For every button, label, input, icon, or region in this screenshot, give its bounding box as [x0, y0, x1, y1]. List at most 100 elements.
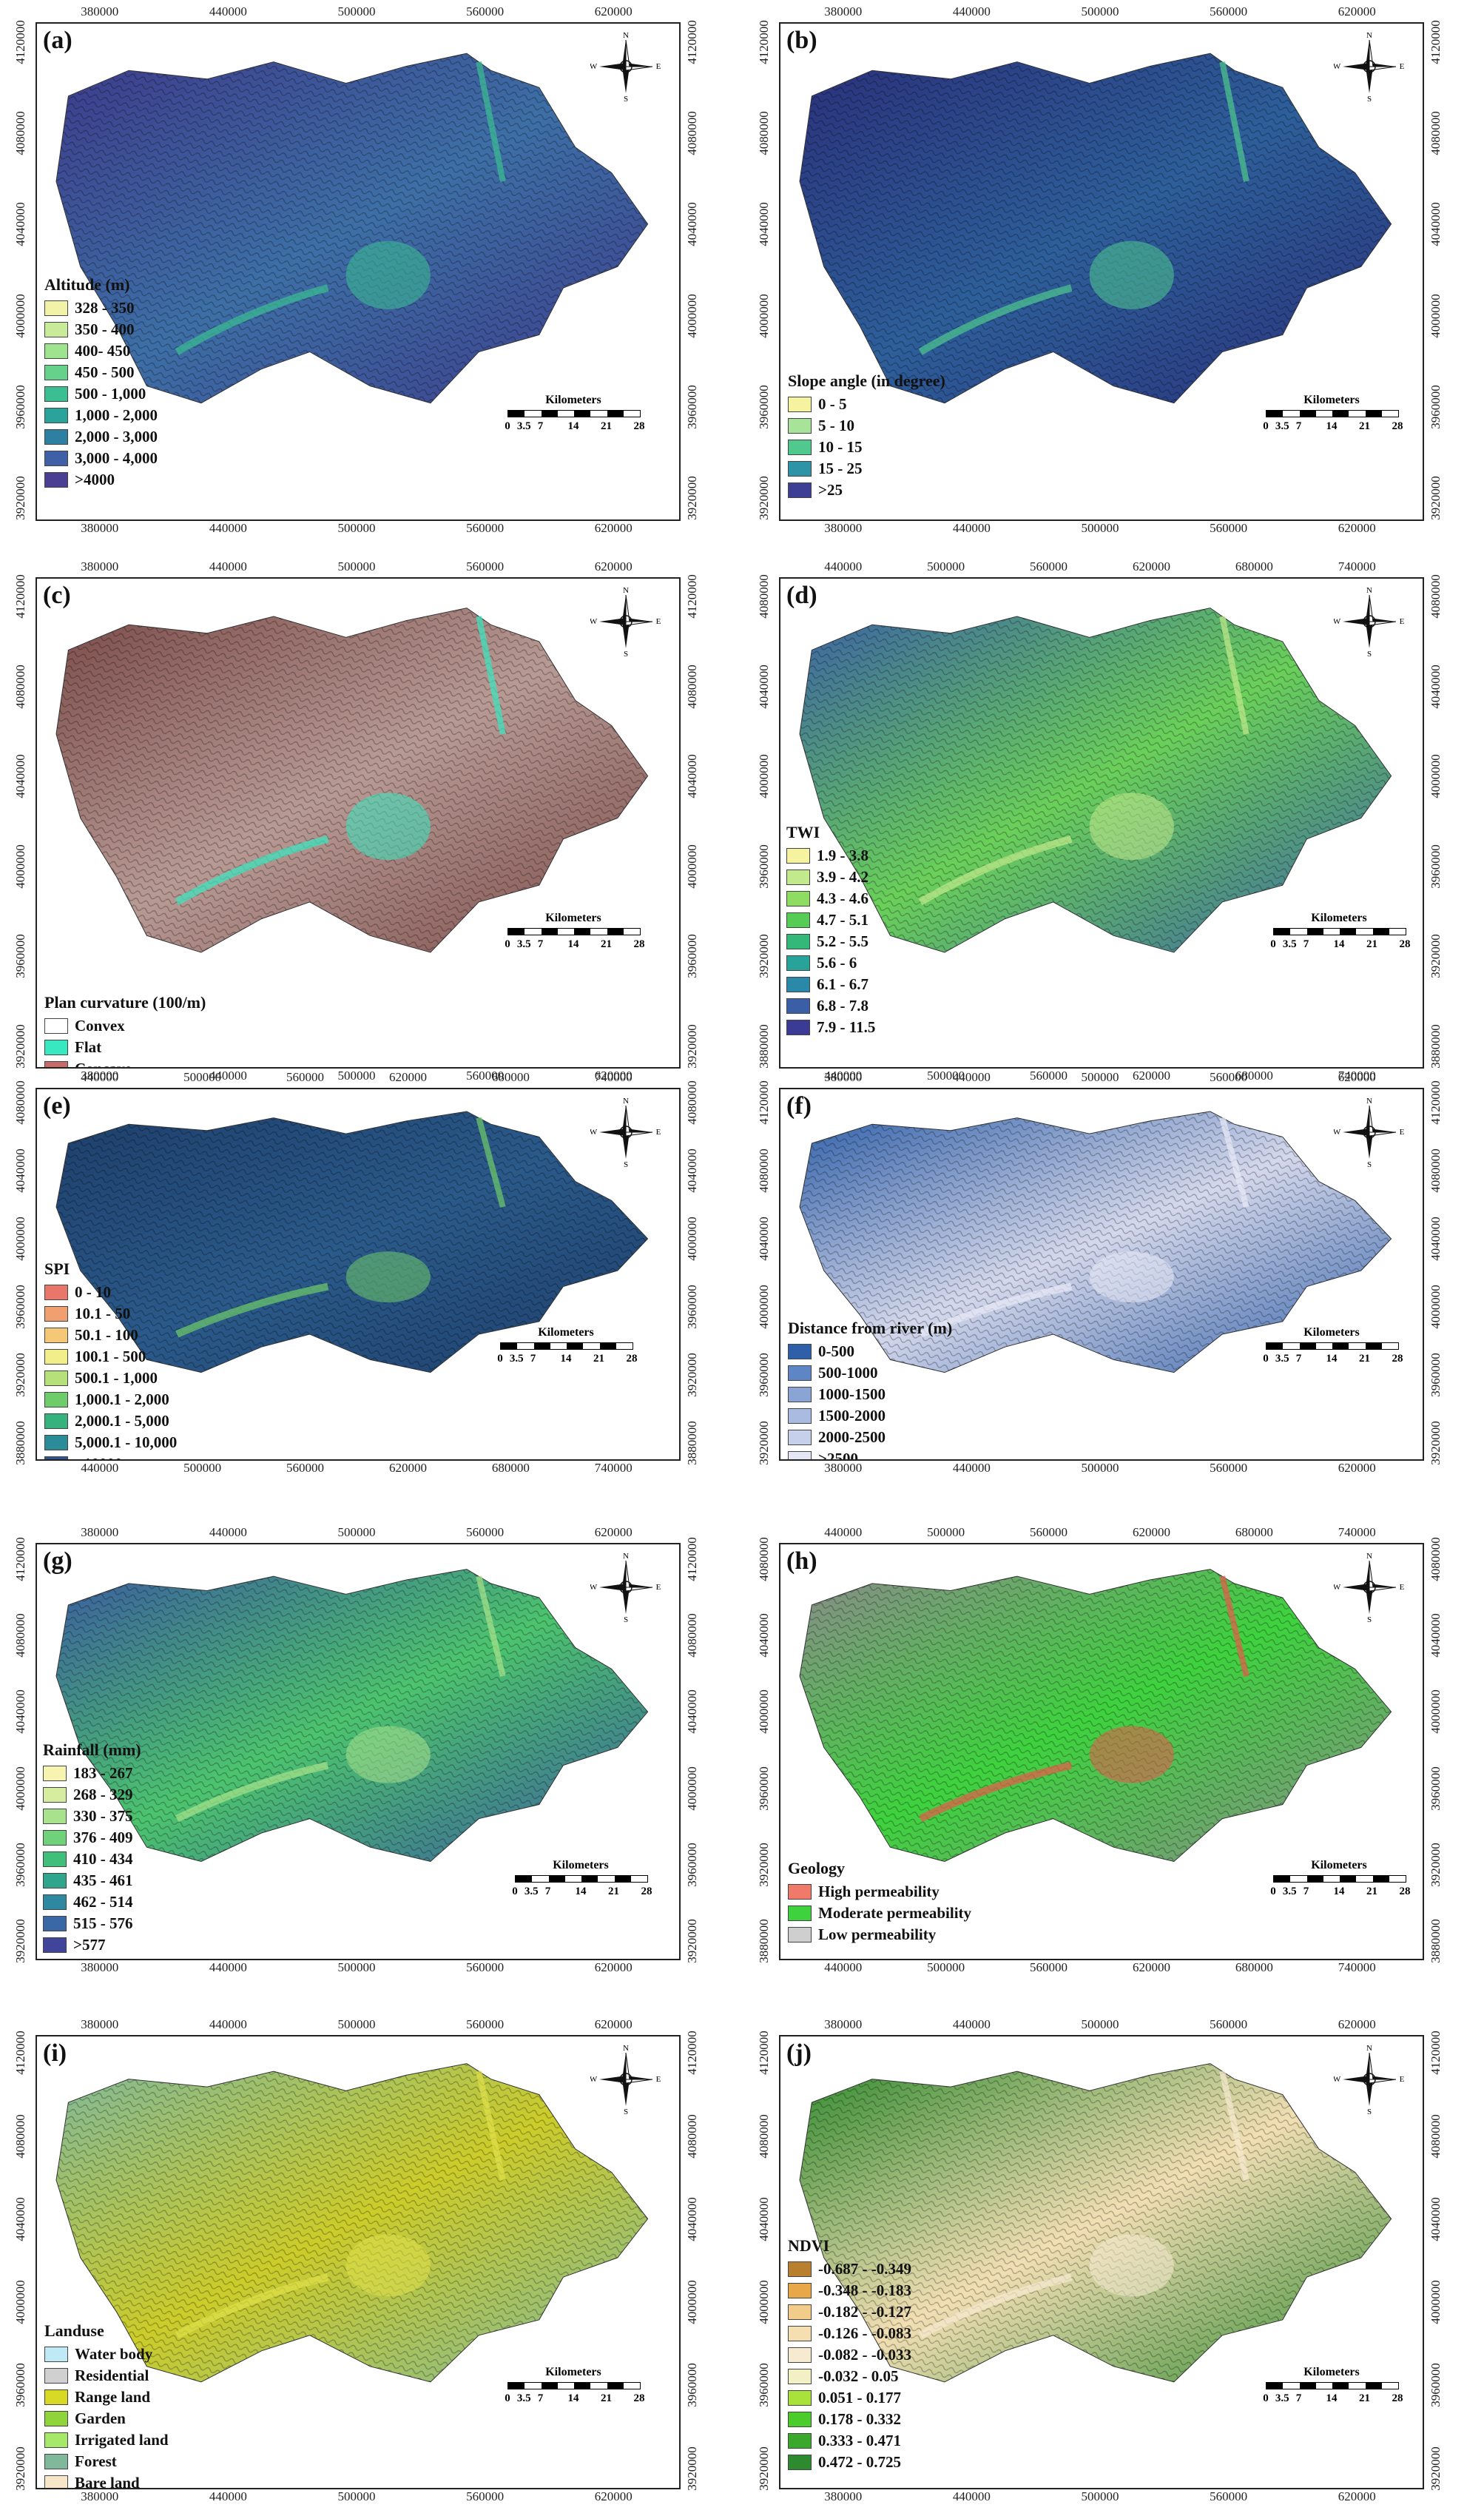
valley-band	[175, 2273, 329, 2339]
x-tick-label-top: 560000	[466, 2017, 505, 2031]
legend-item: Flat	[44, 1037, 206, 1058]
legend-swatch	[44, 386, 68, 402]
scale-bar-title: Kilometers	[1303, 1326, 1360, 1339]
compass-n: N	[623, 1552, 629, 1561]
x-tick-label-bottom: 620000	[1132, 1069, 1170, 1083]
scale-tick-label: 7	[1295, 2392, 1302, 2404]
x-tick-label-top: 500000	[1081, 4, 1119, 18]
y-tick-label-left: 4120000	[13, 2031, 27, 2076]
y-tick-label-right: 3880000	[685, 1421, 699, 1465]
legend-title: SPI	[44, 1259, 70, 1278]
scale-tick-label: 7	[537, 420, 544, 432]
legend-item: >10000	[44, 1453, 177, 1459]
legend-item: -0.126 - -0.083	[788, 2323, 911, 2344]
legend-item-label: 2,000 - 3,000	[75, 428, 158, 445]
compass-w: W	[1334, 62, 1341, 71]
scale-segment	[590, 2383, 607, 2389]
legend-item-label: 1,000.1 - 2,000	[75, 1390, 169, 1408]
y-tick-label-right: 4040000	[685, 754, 699, 799]
y-tick-label-right: 3960000	[1429, 1766, 1443, 1811]
scale-bar-title: Kilometers	[545, 394, 601, 406]
y-tick-label-left: 4040000	[757, 665, 771, 709]
legend-item: 6.8 - 7.8	[786, 995, 875, 1017]
terrain-shading	[56, 1569, 648, 1862]
y-tick-label-right: 4040000	[1429, 1613, 1443, 1658]
scale-tick-label: 7	[544, 1886, 551, 1897]
y-tick-label-right: 4000000	[685, 293, 699, 338]
terrain-shading	[800, 1111, 1392, 1373]
legend-swatch	[786, 891, 810, 906]
y-tick-label-right: 4080000	[685, 1080, 699, 1125]
scale-segment	[557, 411, 574, 417]
legend-swatch	[44, 343, 68, 359]
map-legend: Plan curvature (100/m) Convex Flat Concave	[44, 993, 206, 1067]
legend-item-label: 5.2 - 5.5	[817, 932, 869, 950]
scale-tick-label: 3.5	[1275, 1353, 1289, 1365]
y-tick-label-left: 4120000	[13, 574, 27, 619]
map-frame: (h) N S E W Geology High permeability Moderate …	[779, 1543, 1424, 1960]
legend-item: >577	[43, 1934, 141, 1956]
y-tick-label-right: 4000000	[685, 1766, 699, 1811]
scale-segment	[614, 1876, 631, 1882]
y-tick-label-right: 3960000	[1429, 385, 1443, 429]
y-tick-label-left: 3960000	[757, 1766, 771, 1811]
legend-item-label: 0 - 10	[75, 1283, 111, 1301]
y-tick-label-left: 4040000	[757, 1613, 771, 1658]
scale-segment	[1372, 1876, 1389, 1882]
map-panel-a: 380000 380000 440000 440000 500000 500000 5600…	[0, 0, 742, 548]
central-peak-area	[1089, 2234, 1174, 2297]
northern-channel	[1219, 616, 1249, 735]
y-tick-label-left: 4080000	[13, 1613, 27, 1658]
x-tick-label-bottom: 440000	[824, 1960, 863, 1974]
x-tick-label-top: 440000	[81, 1070, 119, 1084]
x-tick-label-bottom: 560000	[466, 2489, 505, 2503]
northern-channel	[1219, 61, 1249, 182]
legend-item: -0.182 - -0.127	[788, 2301, 911, 2323]
scale-tick-label: 14	[567, 938, 579, 950]
scale-segment	[623, 929, 640, 935]
map-panel-e: 440000 440000 500000 500000 560000 560000 6200…	[0, 1066, 742, 1487]
x-tick-label-bottom: 620000	[388, 1461, 427, 1475]
x-tick-label-top: 560000	[466, 1525, 505, 1539]
basin-map	[799, 1111, 1392, 1373]
legend-item-label: >25	[818, 481, 843, 499]
map-panel-d: 440000 440000 500000 500000 560000 560000 6200…	[742, 555, 1484, 1095]
legend-item: 183 - 267	[43, 1763, 141, 1784]
x-tick-label-bottom: 560000	[1030, 1069, 1068, 1083]
legend-item: High permeability	[788, 1881, 971, 1903]
x-tick-label-bottom: 440000	[952, 521, 991, 535]
legend-swatch	[786, 912, 810, 928]
scale-segment	[1365, 411, 1382, 417]
legend-swatch	[44, 2368, 68, 2384]
legend-item: 50.1 - 100	[44, 1325, 177, 1346]
panel-label: (d)	[786, 582, 817, 609]
central-peak-area	[1089, 1251, 1174, 1302]
y-tick-label-left: 4040000	[13, 1148, 27, 1193]
y-tick-label-left: 4120000	[757, 2031, 771, 2076]
legend-item-label: 0-500	[818, 1342, 854, 1360]
scale-bar-segments	[1266, 1342, 1399, 1350]
legend-item: 2000-2500	[788, 1427, 952, 1448]
x-tick-label-bottom: 560000	[1210, 2489, 1248, 2503]
y-tick-label-right: 3920000	[1429, 1421, 1443, 1465]
terrain-shading	[56, 53, 648, 403]
valley-band	[918, 835, 1073, 906]
scale-tick-label: 0	[1263, 2392, 1269, 2404]
legend-item: 462 - 514	[43, 1891, 141, 1913]
y-tick-label-left: 3920000	[13, 476, 27, 520]
x-tick-label-top: 440000	[209, 1525, 247, 1539]
scale-tick-label: 21	[601, 420, 612, 432]
y-tick-label-right: 4000000	[685, 844, 699, 889]
map-frame: (a) N S E W Altitude (m) 328 - 350 350 - 400 400…	[36, 22, 681, 521]
scale-segment	[1340, 929, 1357, 935]
legend-item: 0 - 10	[44, 1282, 177, 1303]
legend-item-label: 50.1 - 100	[75, 1326, 138, 1344]
legend-item: 4.3 - 4.6	[786, 888, 875, 909]
legend-swatch	[43, 1851, 67, 1867]
basin-map	[799, 608, 1392, 953]
x-tick-label-top: 620000	[1338, 2017, 1376, 2031]
legend-item: Moderate permeability	[788, 1903, 971, 1924]
x-tick-label-bottom: 620000	[1132, 1960, 1170, 1974]
panel-label: (e)	[43, 1092, 71, 1120]
legend-item: 268 - 329	[43, 1784, 141, 1806]
